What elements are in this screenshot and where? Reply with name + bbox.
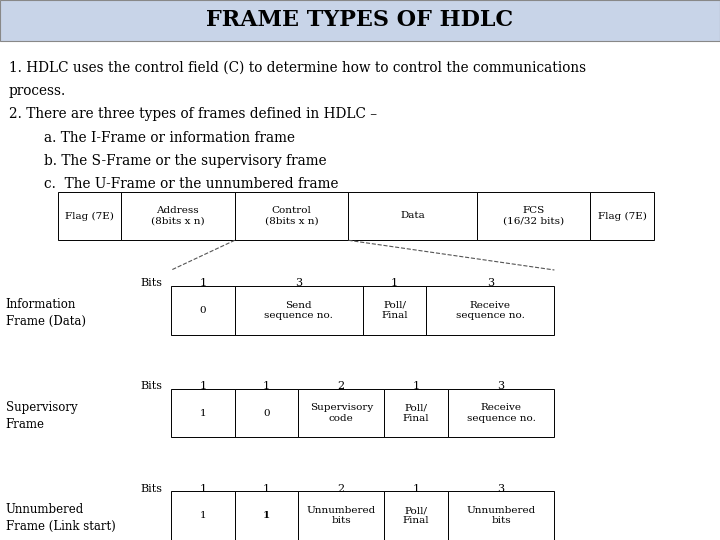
Text: 3: 3 [498, 484, 505, 494]
Bar [171, 491, 235, 540]
Text: 1: 1 [199, 279, 207, 288]
Text: Receive
sequence no.: Receive sequence no. [456, 301, 525, 320]
Bar [0, 0, 720, 40]
Bar [298, 389, 384, 437]
Text: Poll/
Final: Poll/ Final [403, 506, 429, 525]
Text: 1: 1 [263, 511, 270, 520]
Text: 1: 1 [199, 409, 207, 417]
Text: Data: Data [400, 212, 425, 220]
Text: 2: 2 [338, 381, 345, 391]
Text: Send
sequence no.: Send sequence no. [264, 301, 333, 320]
Text: Bits: Bits [140, 381, 163, 391]
Text: process.: process. [9, 84, 66, 98]
Text: Address
(8bits x n): Address (8bits x n) [151, 206, 204, 226]
Text: 1: 1 [413, 381, 420, 391]
Text: c.  The U-Frame or the unnumbered frame: c. The U-Frame or the unnumbered frame [9, 177, 338, 191]
Text: 1: 1 [199, 381, 207, 391]
Bar [426, 286, 554, 335]
Bar [235, 389, 298, 437]
Text: Bits: Bits [140, 279, 163, 288]
Text: Supervisory
Frame: Supervisory Frame [6, 401, 77, 431]
Bar [477, 192, 590, 240]
Bar [298, 491, 384, 540]
Bar [235, 192, 348, 240]
Bar [590, 192, 654, 240]
Text: Poll/
Final: Poll/ Final [403, 403, 429, 423]
Text: Information
Frame (Data): Information Frame (Data) [6, 298, 86, 328]
Text: 0: 0 [263, 409, 270, 417]
Text: Supervisory
code: Supervisory code [310, 403, 373, 423]
Text: a. The I-Frame or information frame: a. The I-Frame or information frame [9, 131, 294, 145]
Text: Flag (7E): Flag (7E) [598, 212, 647, 220]
Bar [58, 192, 121, 240]
Text: 0: 0 [199, 306, 207, 315]
Text: Unnumbered
bits: Unnumbered bits [467, 506, 536, 525]
Text: 1: 1 [199, 511, 207, 520]
Bar [171, 286, 235, 335]
Text: 1: 1 [391, 279, 398, 288]
Bar [235, 286, 363, 335]
Text: 1: 1 [413, 484, 420, 494]
Text: 1: 1 [263, 484, 270, 494]
Text: b. The S-Frame or the supervisory frame: b. The S-Frame or the supervisory frame [9, 154, 326, 168]
Text: 1. HDLC uses the control field (C) to determine how to control the communication: 1. HDLC uses the control field (C) to de… [9, 61, 586, 75]
Text: Bits: Bits [140, 484, 163, 494]
Text: Receive
sequence no.: Receive sequence no. [467, 403, 536, 423]
Bar [235, 491, 298, 540]
Text: 2: 2 [338, 484, 345, 494]
Bar [348, 192, 477, 240]
Text: 1: 1 [199, 484, 207, 494]
Bar [363, 286, 426, 335]
Text: FRAME TYPES OF HDLC: FRAME TYPES OF HDLC [207, 9, 513, 31]
Text: 1: 1 [263, 381, 270, 391]
Bar [448, 491, 554, 540]
Text: Control
(8bits x n): Control (8bits x n) [265, 206, 318, 226]
Text: Poll/
Final: Poll/ Final [382, 301, 408, 320]
Bar [171, 389, 235, 437]
Text: 3: 3 [487, 279, 494, 288]
Bar [384, 491, 448, 540]
Bar [384, 389, 448, 437]
Text: 3: 3 [295, 279, 302, 288]
Text: Unnumbered
bits: Unnumbered bits [307, 506, 376, 525]
Bar [121, 192, 235, 240]
Text: Flag (7E): Flag (7E) [65, 212, 114, 220]
Text: FCS
(16/32 bits): FCS (16/32 bits) [503, 206, 564, 226]
Text: 2. There are three types of frames defined in HDLC –: 2. There are three types of frames defin… [9, 107, 377, 122]
Bar [448, 389, 554, 437]
Text: 3: 3 [498, 381, 505, 391]
Text: Unnumbered
Frame (Link start): Unnumbered Frame (Link start) [6, 503, 115, 534]
